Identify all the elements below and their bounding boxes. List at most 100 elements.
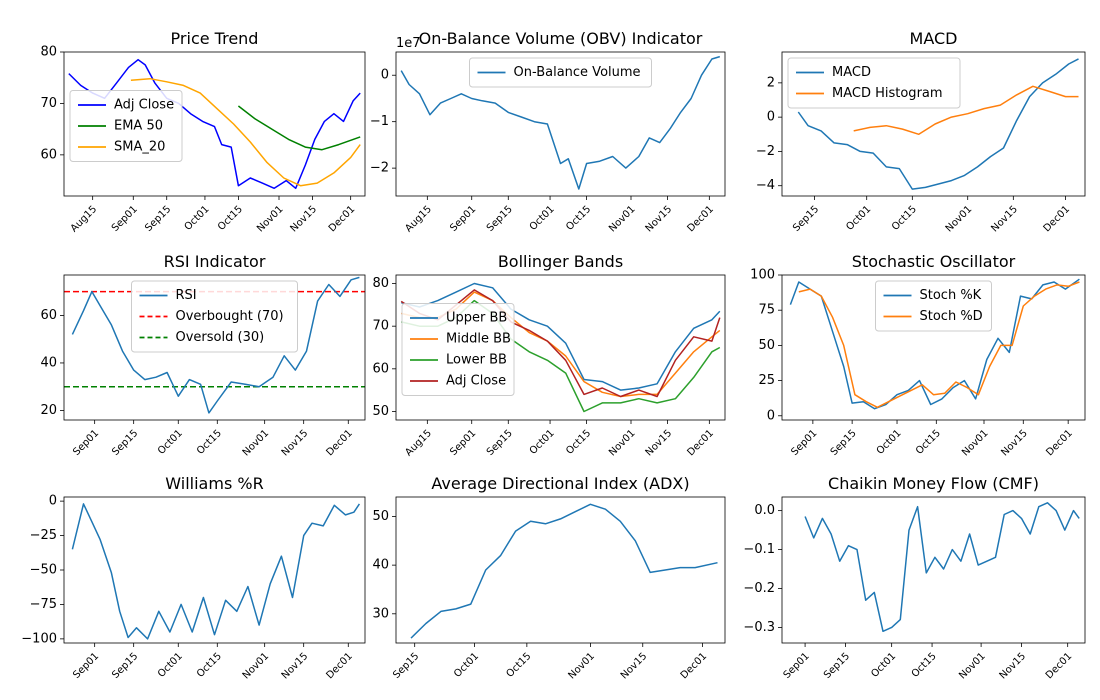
price-series-1-line [237,105,361,151]
williams-xtick-label: Sep01 [71,651,101,681]
williams-ytick-label: −25 [30,528,57,543]
stochastic-xtick-label: Oct01 [875,428,904,457]
bollinger-ytick-label: 50 [372,404,389,419]
rsi-ytick-label: 20 [40,403,57,418]
adx-xtick-label: Dec01 [679,651,709,681]
stochastic-legend-label-0: Stoch %K [920,288,982,303]
bollinger-legend-label-2: Lower BB [446,353,507,368]
bollinger-title: Bollinger Bands [498,252,623,271]
cmf-plot-area [804,502,1080,633]
obv-legend: On-Balance Volume [469,57,652,88]
macd-legend-label-0: MACD [832,65,871,80]
price-legend-label-1: EMA 50 [114,119,163,134]
stochastic-xtick-label: Sep01 [789,428,819,458]
price-legend: Adj Close EMA 50 SMA_20 [69,90,183,162]
stochastic-xtick-label: Nov15 [999,428,1030,459]
macd-legend-label-1: MACD Histogram [832,86,943,101]
rsi-xtick-label: Sep15 [110,428,140,458]
bollinger-legend-label-1: Middle BB [446,332,511,347]
stochastic-series-1-line [798,281,1080,409]
price-xtick-label: Sep15 [143,204,173,234]
price-legend-box [69,90,183,162]
williams-xtick-label: Dec01 [324,651,354,681]
bollinger-axes-frame [395,274,726,421]
cmf-xtick-label: Dec01 [1044,651,1074,681]
price-ytick-label: 80 [40,45,57,60]
bollinger-ytick-label: 70 [372,319,389,334]
stochastic-legend-box [875,280,992,332]
adx-axes-frame [395,496,726,644]
price-series-2-line [130,77,361,187]
stochastic-title: Stochastic Oscillator [852,252,1016,271]
bollinger-xtick-label: Oct15 [564,428,593,457]
bollinger-xtick-label: Sep15 [485,428,515,458]
macd-ytick-label: 0 [767,110,775,125]
price-title: Price Trend [171,29,259,48]
macd-xtick-label: Nov01 [944,204,975,235]
macd-legend-box [787,57,961,109]
price-ytick-label: 70 [40,96,57,111]
adx-subplot: Average Directional Index (ADX) Sep15 Oct0… [372,474,726,681]
bollinger-legend-label-0: Upper BB [446,311,507,326]
obv-ytick-label: −1 [370,114,389,129]
bollinger-xtick-label: Sep01 [448,428,478,458]
stochastic-ytick-label: 50 [758,338,775,353]
bollinger-legend: Upper BB Middle BB Lower BB Adj Close [401,303,515,396]
macd-series-0-line [797,58,1079,190]
obv-xtick-label: Dec01 [686,204,716,234]
obv-xtick-label: Aug15 [403,204,434,235]
price-xtick-label: Aug15 [69,204,100,235]
obv-xtick-label: Oct15 [564,204,593,233]
williams-axes-frame [63,496,366,644]
obv-title: On-Balance Volume (OBV) Indicator [419,29,703,48]
bollinger-xtick-label: Oct01 [528,428,557,457]
macd-legend: MACD MACD Histogram [787,57,961,109]
bollinger-xtick-label: Nov01 [607,428,638,459]
cmf-ytick-label: −0.2 [743,581,775,596]
macd-subplot: MACD Sep15 Oct01 Oct15 Nov01 Nov15 Dec01 −4 −2 0 2… [756,29,1086,235]
stochastic-legend-label-1: Stoch %D [920,309,983,324]
rsi-xtick-label: Nov15 [280,428,311,459]
rsi-ytick-label: 40 [40,355,57,370]
adx-ytick-label: 40 [372,558,389,573]
stochastic-series-0-line [789,278,1080,410]
rsi-axes-frame [63,274,366,421]
obv-series-0-line [400,55,721,190]
adx-plot-area [410,503,718,639]
obv-plot-area [400,55,721,190]
cmf-ytick-label: 0.0 [754,503,775,518]
macd-xtick-label: Dec01 [1042,204,1072,234]
macd-plot-area [797,58,1079,190]
macd-ytick-label: −4 [756,178,775,193]
williams-ytick-label: −75 [30,597,57,612]
macd-xtick-label: Sep15 [791,204,821,234]
macd-xtick-label: Oct01 [844,204,873,233]
cmf-ytick-label: −0.3 [743,620,775,635]
bollinger-ytick-label: 80 [372,276,389,291]
price-xtick-label: Dec01 [327,204,357,234]
bollinger-ytick-label: 60 [372,361,389,376]
adx-ytick-label: 30 [372,606,389,621]
cmf-xtick-label: Nov01 [957,651,988,682]
price-ytick-label: 60 [40,147,57,162]
obv-xtick-label: Nov01 [607,204,638,235]
cmf-title: Chaikin Money Flow (CMF) [828,474,1039,493]
bollinger-xtick-label: Aug15 [403,428,434,459]
adx-xtick-label: Oct01 [452,651,481,680]
rsi-xtick-label: Oct15 [195,428,224,457]
price-legend-label-2: SMA_20 [114,140,165,155]
obv-legend-label-0: On-Balance Volume [514,65,641,80]
macd-series-1-line [853,85,1079,136]
stochastic-ytick-label: 25 [758,373,775,388]
obv-xtick-label: Oct01 [528,204,557,233]
rsi-xtick-label: Sep01 [71,428,101,458]
adx-xtick-label: Sep15 [391,651,421,681]
stochastic-ytick-label: 0 [767,408,775,423]
price-legend-label-0: Adj Close [114,98,174,113]
price-axes-frame [63,51,366,197]
price-xtick-label: Nov01 [255,204,286,235]
macd-xtick-label: Nov15 [989,204,1020,235]
stochastic-plot-area [789,278,1080,410]
